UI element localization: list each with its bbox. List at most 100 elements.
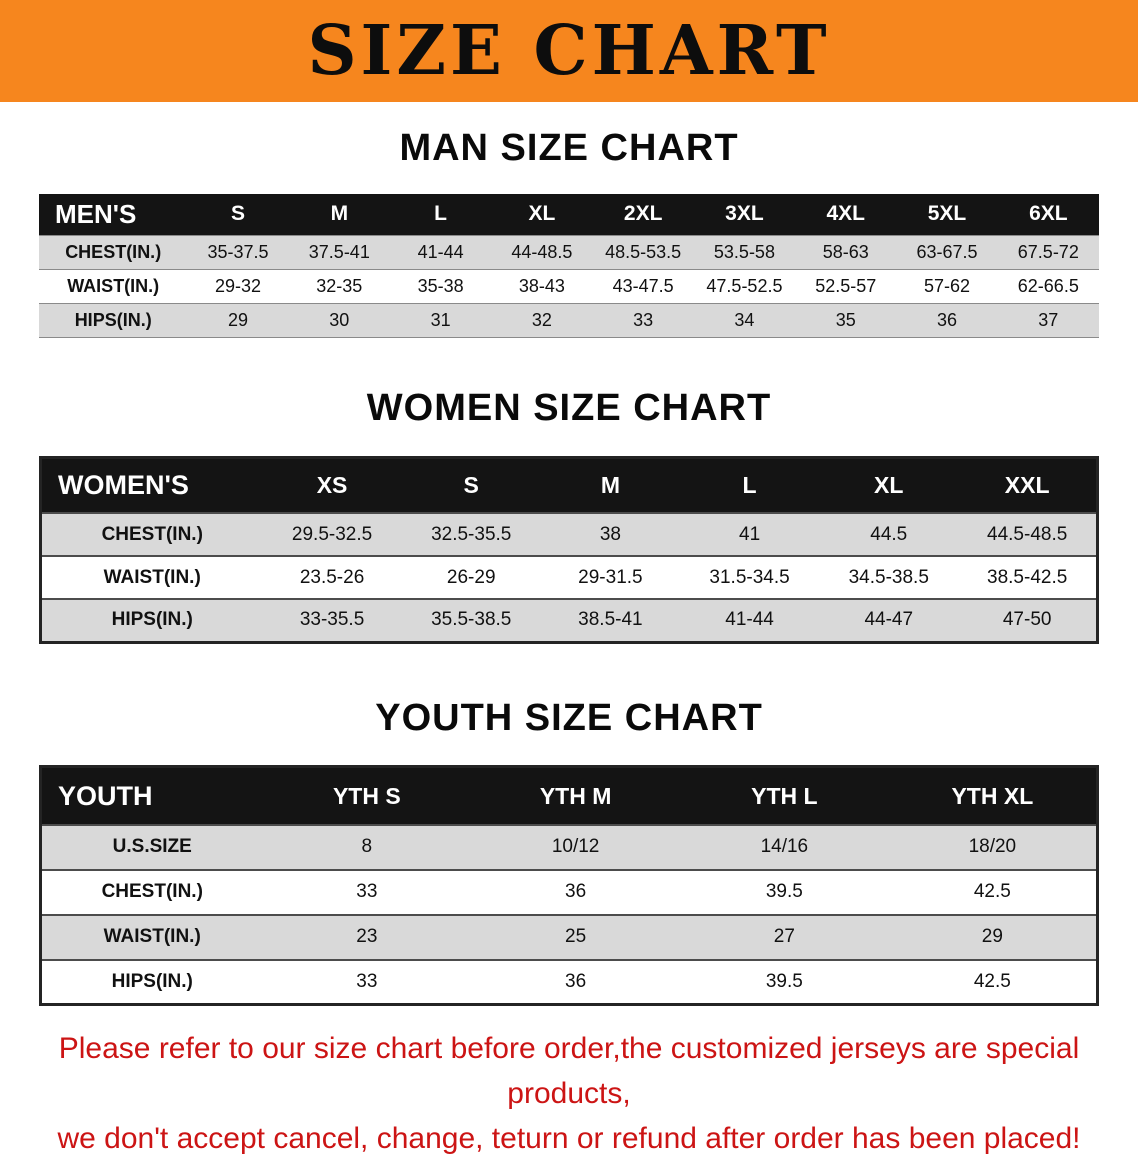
women-size-section: WOMEN SIZE CHART WOMEN'S XS S M L XL XXL CHEST(… xyxy=(0,386,1138,644)
size-value-cell: 31 xyxy=(389,303,492,339)
size-value-cell: 31.5-34.5 xyxy=(679,555,820,600)
size-value-cell: 44-48.5 xyxy=(491,235,593,271)
table-header-row: WOMEN'S XS S M L XL XXL xyxy=(40,457,1098,514)
size-column-header: XL xyxy=(819,457,959,514)
size-column-header: L xyxy=(679,457,820,514)
size-value-cell: 29-32 xyxy=(187,269,289,305)
table-header-row: MEN'S S M L XL 2XL 3XL 4XL 5XL 6XL xyxy=(39,193,1099,236)
size-column-header: 6XL xyxy=(997,193,1099,236)
size-value-cell: 44.5 xyxy=(819,512,959,557)
page-title: SIZE CHART xyxy=(307,11,831,91)
table-name-cell: WOMEN'S xyxy=(40,457,263,514)
size-value-cell: 63-67.5 xyxy=(896,235,998,271)
size-column-header: L xyxy=(389,193,492,236)
size-column-header: M xyxy=(540,457,680,514)
size-value-cell: 35 xyxy=(795,303,897,339)
size-value-cell: 41-44 xyxy=(389,235,492,271)
size-column-header: XL xyxy=(491,193,593,236)
size-value-cell: 48.5-53.5 xyxy=(592,235,694,271)
size-value-cell: 44-47 xyxy=(819,598,959,643)
size-value-cell: 36 xyxy=(896,303,998,339)
measurement-label-cell: HIPS(IN.) xyxy=(40,958,263,1005)
table-row: CHEST(IN.) 35-37.5 37.5-41 41-44 44-48.5 48.5… xyxy=(39,235,1099,271)
size-value-cell: 37.5-41 xyxy=(288,235,390,271)
size-value-cell: 32.5-35.5 xyxy=(401,512,541,557)
table-row: WAIST(IN.) 23 25 27 29 xyxy=(40,913,1098,960)
table-row: HIPS(IN.) 33 36 39.5 42.5 xyxy=(40,958,1098,1005)
youth-section-title: YOUTH SIZE CHART xyxy=(375,696,763,739)
table-name-cell: YOUTH xyxy=(40,766,263,825)
measurement-label-cell: WAIST(IN.) xyxy=(39,269,188,305)
size-column-header: YTH M xyxy=(471,766,680,825)
measurement-label-cell: WAIST(IN.) xyxy=(40,913,263,960)
size-value-cell: 18/20 xyxy=(888,823,1098,870)
size-value-cell: 30 xyxy=(288,303,390,339)
size-value-cell: 25 xyxy=(471,913,680,960)
size-value-cell: 57-62 xyxy=(896,269,998,305)
banner: SIZE CHART xyxy=(0,0,1138,102)
size-value-cell: 38-43 xyxy=(491,269,593,305)
table-row: CHEST(IN.) 29.5-32.5 32.5-35.5 38 41 44.5 44.5… xyxy=(40,512,1098,557)
size-value-cell: 35-37.5 xyxy=(187,235,289,271)
size-value-cell: 58-63 xyxy=(795,235,897,271)
size-value-cell: 27 xyxy=(679,913,889,960)
size-value-cell: 42.5 xyxy=(888,958,1098,1005)
men-size-table: MEN'S S M L XL 2XL 3XL 4XL 5XL 6XL CHEST(IN.) 35-37… xyxy=(39,193,1099,339)
youth-size-section: YOUTH SIZE CHART YOUTH YTH S YTH M YTH L YTH… xyxy=(0,696,1138,1007)
size-value-cell: 36 xyxy=(471,958,680,1005)
size-value-cell: 32-35 xyxy=(288,269,390,305)
youth-size-table: YOUTH YTH S YTH M YTH L YTH XL U.S.SIZE 8 10/12… xyxy=(39,765,1099,1007)
size-value-cell: 34 xyxy=(693,303,796,339)
size-value-cell: 10/12 xyxy=(471,823,680,870)
size-column-header: 3XL xyxy=(693,193,796,236)
size-value-cell: 39.5 xyxy=(679,868,889,915)
size-value-cell: 52.5-57 xyxy=(795,269,897,305)
size-column-header: YTH XL xyxy=(888,766,1098,825)
size-value-cell: 29 xyxy=(187,303,289,339)
measurement-label-cell: WAIST(IN.) xyxy=(40,555,263,600)
size-value-cell: 47-50 xyxy=(958,598,1098,643)
size-value-cell: 33 xyxy=(262,958,472,1005)
size-value-cell: 33 xyxy=(262,868,472,915)
size-value-cell: 32 xyxy=(491,303,593,339)
size-value-cell: 29.5-32.5 xyxy=(262,512,402,557)
size-column-header: YTH L xyxy=(679,766,889,825)
measurement-label-cell: CHEST(IN.) xyxy=(40,512,263,557)
measurement-label-cell: HIPS(IN.) xyxy=(39,303,188,339)
measurement-label-cell: U.S.SIZE xyxy=(40,823,263,870)
size-value-cell: 41 xyxy=(679,512,820,557)
size-column-header: S xyxy=(187,193,289,236)
size-value-cell: 38.5-41 xyxy=(540,598,680,643)
table-header-row: YOUTH YTH S YTH M YTH L YTH XL xyxy=(40,766,1098,825)
size-value-cell: 29-31.5 xyxy=(540,555,680,600)
size-value-cell: 23 xyxy=(262,913,472,960)
men-section-title: MAN SIZE CHART xyxy=(399,127,739,169)
size-value-cell: 62-66.5 xyxy=(997,269,1099,305)
table-row: U.S.SIZE 8 10/12 14/16 18/20 xyxy=(40,823,1098,870)
size-column-header: XXL xyxy=(958,457,1098,514)
size-value-cell: 36 xyxy=(471,868,680,915)
table-row: HIPS(IN.) 29 30 31 32 33 34 35 36 37 xyxy=(39,303,1099,339)
size-value-cell: 29 xyxy=(888,913,1098,960)
women-size-table: WOMEN'S XS S M L XL XXL CHEST(IN.) 29.5-32.5 32.5… xyxy=(39,455,1099,644)
size-column-header: 4XL xyxy=(795,193,897,236)
table-row: WAIST(IN.) 23.5-26 26-29 29-31.5 31.5-34.5 34… xyxy=(40,555,1098,600)
size-value-cell: 41-44 xyxy=(679,598,820,643)
disclaimer-line-2: we don't accept cancel, change, teturn o… xyxy=(57,1122,1081,1156)
size-value-cell: 33 xyxy=(592,303,694,339)
size-value-cell: 14/16 xyxy=(679,823,889,870)
table-name-cell: MEN'S xyxy=(39,193,188,236)
women-section-title: WOMEN SIZE CHART xyxy=(366,387,772,430)
table-row: HIPS(IN.) 33-35.5 35.5-38.5 38.5-41 41-44 44-… xyxy=(40,598,1098,643)
table-row: WAIST(IN.) 29-32 32-35 35-38 38-43 43-47.5 47.… xyxy=(39,269,1099,305)
measurement-label-cell: CHEST(IN.) xyxy=(39,235,188,271)
size-column-header: YTH S xyxy=(262,766,472,825)
size-value-cell: 8 xyxy=(262,823,472,870)
size-value-cell: 42.5 xyxy=(888,868,1098,915)
size-column-header: S xyxy=(401,457,541,514)
size-value-cell: 43-47.5 xyxy=(592,269,694,305)
size-value-cell: 23.5-26 xyxy=(262,555,402,600)
size-value-cell: 35-38 xyxy=(389,269,492,305)
size-column-header: 2XL xyxy=(592,193,694,236)
